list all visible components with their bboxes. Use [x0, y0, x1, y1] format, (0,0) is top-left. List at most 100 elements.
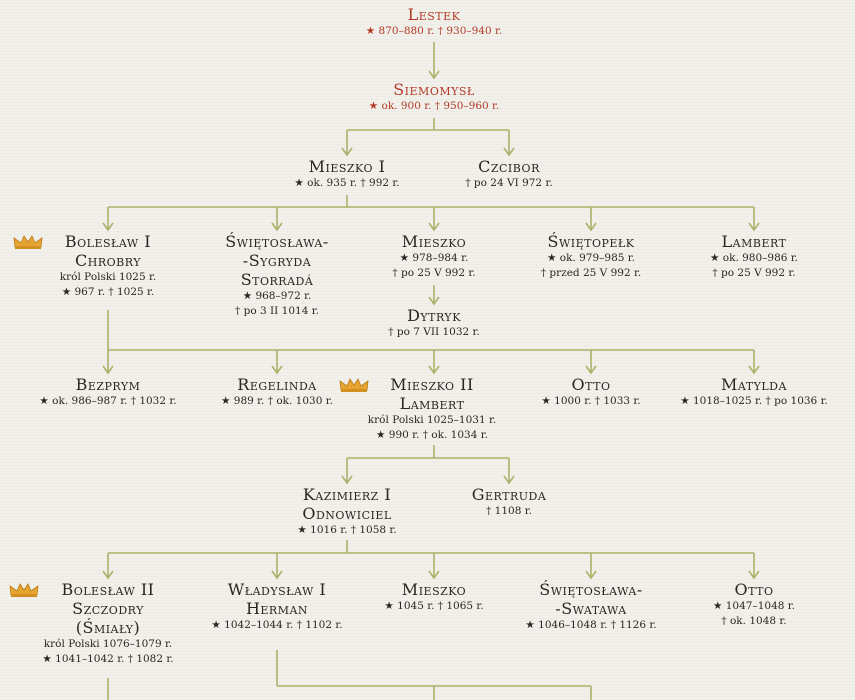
person-mieszko_k: Mieszko ★ 1045 r. † 1065 r.: [384, 580, 483, 614]
crown-icon: [13, 235, 43, 249]
person-name: Bolesław II: [61, 580, 155, 599]
person-dates: † przed 25 V 992 r.: [540, 267, 642, 279]
person-siemomysl: Siemomysł ★ ok. 900 r. † 950–960 r.: [369, 80, 500, 114]
person-name: Mieszko: [401, 232, 467, 251]
person-dates: ★ 870–880 r. † 930–940 r.: [365, 25, 503, 37]
person-name: Mieszko: [401, 580, 467, 599]
arrow-head: [748, 365, 760, 375]
person-dates: ★ 1046–1048 r. † 1126 r.: [525, 619, 657, 631]
person-czcibor: Czcibor † po 24 VI 972 r.: [465, 157, 552, 191]
person-name: Czcibor: [478, 157, 540, 176]
arrow-head: [585, 570, 597, 580]
person-dates: ★ 978–984 r.: [399, 252, 469, 264]
person-name: Otto: [734, 580, 774, 599]
person-dates: † po 3 II 1014 r.: [235, 305, 319, 317]
person-name: -Sygryda: [242, 251, 312, 270]
arrow-head: [428, 222, 440, 232]
person-swietopelk: Świętopełk ★ ok. 979–985 r. † przed 25 V 9…: [541, 232, 641, 281]
person-dates: ★ 1047–1048 r.: [713, 600, 795, 612]
crown-icon: [339, 378, 369, 392]
person-dates: ★ 968–972 r.: [242, 290, 312, 302]
person-dates: ★ 1000 r. † 1033 r.: [541, 395, 641, 407]
person-name: Bezprym: [75, 375, 141, 394]
person-name: Siemomysł: [393, 80, 475, 99]
person-name: Mieszko I: [308, 157, 386, 176]
person-dates: ★ 967 r. † 1025 r.: [61, 286, 155, 298]
arrow-head: [428, 365, 440, 375]
person-regelinda: Regelinda ★ 989 r. † ok. 1030 r.: [221, 375, 333, 409]
person-name: Świętosława-: [539, 580, 643, 599]
person-dates: † ok. 1048 r.: [721, 615, 787, 627]
person-name: Bolesław I: [64, 232, 152, 251]
person-name: Lestek: [407, 5, 461, 24]
crown-icon: [9, 583, 39, 597]
person-dates: ★ 1041–1042 r. † 1082 r.: [42, 653, 174, 665]
person-dates: † po 24 VI 972 r.: [465, 177, 553, 189]
person-bezprym: Bezprym ★ ok. 986–987 r. † 1032 r.: [39, 375, 176, 409]
person-name: Świętopełk: [547, 232, 635, 251]
arrow-head: [271, 570, 283, 580]
arrow-head: [102, 570, 114, 580]
person-dates: ★ 1045 r. † 1065 r.: [384, 600, 484, 612]
person-name: Władysław I: [227, 580, 327, 599]
person-name: Dytryk: [407, 306, 461, 325]
arrow-head: [503, 147, 515, 157]
person-name: Herman: [245, 599, 309, 618]
person-name: Lambert: [399, 394, 465, 413]
person-dates: ★ 990 r. † ok. 1034 r.: [376, 429, 488, 441]
person-swietoslawa2: Świętosława- -Swatawa ★ 1046–1048 r. † 112…: [525, 580, 656, 633]
person-mieszko_b: Mieszko ★ 978–984 r. † po 25 V 992 r.: [392, 232, 475, 281]
arrow-head: [585, 222, 597, 232]
arrow-head: [271, 365, 283, 375]
person-dates: ★ 1016 r. † 1058 r.: [297, 524, 397, 536]
person-dates: ★ ok. 986–987 r. † 1032 r.: [39, 395, 177, 407]
person-name: Regelinda: [237, 375, 317, 394]
person-dates: ★ 1042–1044 r. † 1102 r.: [211, 619, 343, 631]
person-name: (Śmiały): [75, 618, 141, 637]
person-name: Świętosława-: [225, 232, 329, 251]
person-wladyslaw1: Władysław I Herman ★ 1042–1044 r. † 1102 r…: [211, 580, 342, 633]
person-mieszko1: Mieszko I ★ ok. 935 r. † 992 r.: [294, 157, 399, 191]
person-dates: król Polski 1025–1031 r.: [367, 414, 497, 426]
person-name: Matylda: [721, 375, 787, 394]
person-dates: † po 25 V 992 r.: [392, 267, 476, 279]
person-boleslaw2: Bolesław II Szczodry (Śmiały) król Polski 1…: [42, 580, 173, 667]
arrow-head: [748, 222, 760, 232]
person-lestek: Lestek ★ 870–880 r. † 930–940 r.: [366, 5, 502, 39]
arrow-head: [428, 570, 440, 580]
person-dates: ★ ok. 900 r. † 950–960 r.: [368, 100, 500, 112]
person-otto1: Otto ★ 1000 r. † 1033 r.: [541, 375, 640, 409]
person-name: Kazimierz I: [302, 485, 392, 504]
arrow-head: [341, 147, 353, 157]
person-matylda: Matylda ★ 1018–1025 r. † po 1036 r.: [680, 375, 828, 409]
arrow-head: [585, 365, 597, 375]
person-dates: ★ ok. 979–985 r.: [547, 252, 635, 264]
arrow-head: [102, 222, 114, 232]
person-gertruda: Gertruda † 1108 r.: [472, 485, 547, 519]
person-boleslaw1: Bolesław I Chrobry król Polski 1025 r. ★ 96…: [60, 232, 156, 300]
person-name: -Swatawa: [555, 599, 627, 618]
person-dates: król Polski 1025 r.: [59, 271, 157, 283]
arrow-head: [428, 70, 440, 80]
person-dytryk: Dytryk † po 7 VII 1032 r.: [388, 306, 479, 340]
arrow-head: [271, 222, 283, 232]
person-name: Storradá: [240, 270, 314, 289]
person-dates: ★ ok. 980–986 r.: [710, 252, 798, 264]
person-dates: † po 7 VII 1032 r.: [388, 326, 480, 338]
person-name: Chrobry: [75, 251, 141, 270]
person-swietoslawa1: Świętosława- -Sygryda Storradá ★ 968–972 r.…: [225, 232, 329, 319]
person-kazimierz1: Kazimierz I Odnowiciel ★ 1016 r. † 1058 r.: [297, 485, 396, 538]
arrow-head: [102, 365, 114, 375]
person-name: Lambert: [721, 232, 787, 251]
person-name: Gertruda: [471, 485, 547, 504]
arrow-head: [428, 296, 440, 306]
person-dates: † 1108 r.: [486, 505, 532, 517]
person-name: Otto: [571, 375, 611, 394]
person-dates: † po 25 V 992 r.: [712, 267, 796, 279]
person-otto2: Otto ★ 1047–1048 r. † ok. 1048 r.: [713, 580, 795, 629]
arrow-head: [748, 570, 760, 580]
person-mieszko2: Mieszko II Lambert król Polski 1025–1031 r…: [368, 375, 496, 443]
person-name: Odnowiciel: [302, 504, 392, 523]
person-name: Mieszko II: [390, 375, 474, 394]
